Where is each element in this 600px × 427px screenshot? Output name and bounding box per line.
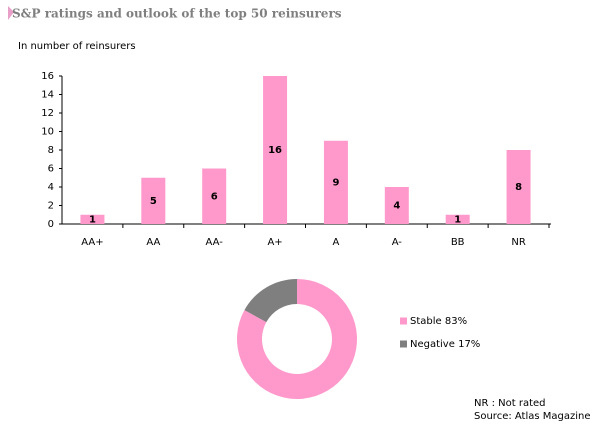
- data-label: 6: [211, 191, 218, 202]
- legend-swatch: [400, 317, 407, 325]
- x-tick-label: A: [333, 237, 340, 248]
- x-tick-label: BB: [451, 237, 465, 248]
- legend-label: Stable 83%: [410, 316, 467, 327]
- y-tick-label: 6: [48, 164, 54, 175]
- bar: [202, 168, 227, 224]
- bar: [263, 76, 288, 224]
- data-label: 4: [393, 201, 400, 212]
- data-label: 1: [454, 214, 461, 225]
- legend-name: Negative: [410, 339, 455, 350]
- annotation: Source: Atlas Magazine: [474, 411, 591, 422]
- data-label: 16: [268, 145, 282, 156]
- data-label: 1: [89, 214, 96, 225]
- bar: [384, 187, 409, 224]
- donut-slice: [237, 279, 358, 400]
- y-tick-label: 2: [48, 201, 54, 212]
- donut-slice: [244, 279, 297, 323]
- bar: [506, 150, 531, 224]
- legend-swatch: [400, 340, 407, 348]
- y-tick-label: 4: [48, 182, 54, 193]
- y-tick-label: 14: [41, 90, 54, 101]
- y-tick-label: 8: [48, 145, 54, 156]
- bar: [141, 177, 166, 224]
- x-tick-label: A+: [267, 237, 282, 248]
- y-tick-label: 12: [41, 108, 54, 119]
- y-tick-label: 0: [48, 219, 54, 230]
- legend-name: Stable: [410, 316, 442, 327]
- bar: [80, 214, 105, 224]
- y-tick-label: 16: [41, 71, 54, 82]
- chart-subtitle: In number of reinsurers: [18, 41, 136, 52]
- y-tick-label: 10: [41, 127, 54, 138]
- x-tick-label: AA+: [81, 237, 103, 248]
- data-label: 5: [150, 196, 157, 207]
- data-label: 9: [332, 177, 339, 188]
- legend-label: Negative 17%: [410, 339, 480, 350]
- bar: [323, 140, 348, 224]
- legend-value: 17%: [458, 339, 480, 350]
- annotation: NR : Not rated: [474, 398, 546, 409]
- x-tick-label: AA: [146, 237, 160, 248]
- legend-value: 83%: [445, 316, 467, 327]
- bar: [445, 214, 470, 224]
- data-label: 8: [515, 182, 522, 193]
- title-decoration: [8, 6, 14, 20]
- x-tick-label: A-: [392, 237, 403, 248]
- chart-title: S&P ratings and outlook of the top 50 re…: [12, 7, 342, 21]
- x-tick-label: NR: [511, 237, 525, 248]
- x-tick-label: AA-: [206, 237, 224, 248]
